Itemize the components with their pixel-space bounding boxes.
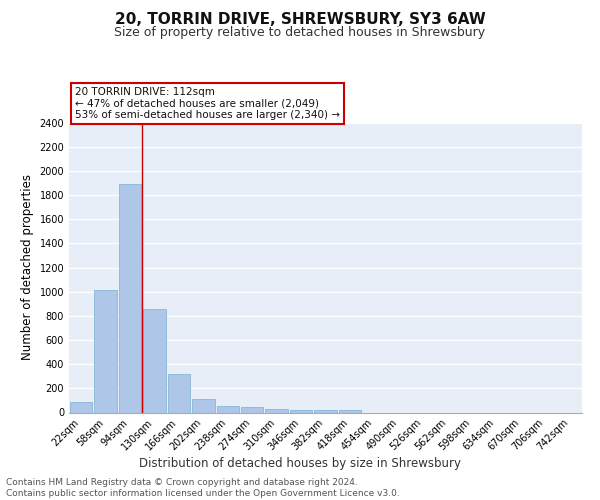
Y-axis label: Number of detached properties: Number of detached properties bbox=[21, 174, 34, 360]
Bar bbox=[119, 184, 142, 412]
Bar bbox=[192, 399, 215, 412]
Bar bbox=[217, 406, 239, 412]
Bar bbox=[338, 410, 361, 412]
Bar bbox=[314, 410, 337, 412]
Text: 20 TORRIN DRIVE: 112sqm
← 47% of detached houses are smaller (2,049)
53% of semi: 20 TORRIN DRIVE: 112sqm ← 47% of detache… bbox=[75, 87, 340, 120]
Text: Distribution of detached houses by size in Shrewsbury: Distribution of detached houses by size … bbox=[139, 458, 461, 470]
Bar bbox=[167, 374, 190, 412]
Bar bbox=[94, 290, 117, 412]
Bar bbox=[290, 410, 313, 412]
Bar bbox=[265, 409, 288, 412]
Text: Size of property relative to detached houses in Shrewsbury: Size of property relative to detached ho… bbox=[115, 26, 485, 39]
Text: Contains HM Land Registry data © Crown copyright and database right 2024.
Contai: Contains HM Land Registry data © Crown c… bbox=[6, 478, 400, 498]
Bar bbox=[241, 407, 263, 412]
Bar bbox=[143, 308, 166, 412]
Bar bbox=[70, 402, 92, 412]
Text: 20, TORRIN DRIVE, SHREWSBURY, SY3 6AW: 20, TORRIN DRIVE, SHREWSBURY, SY3 6AW bbox=[115, 12, 485, 28]
